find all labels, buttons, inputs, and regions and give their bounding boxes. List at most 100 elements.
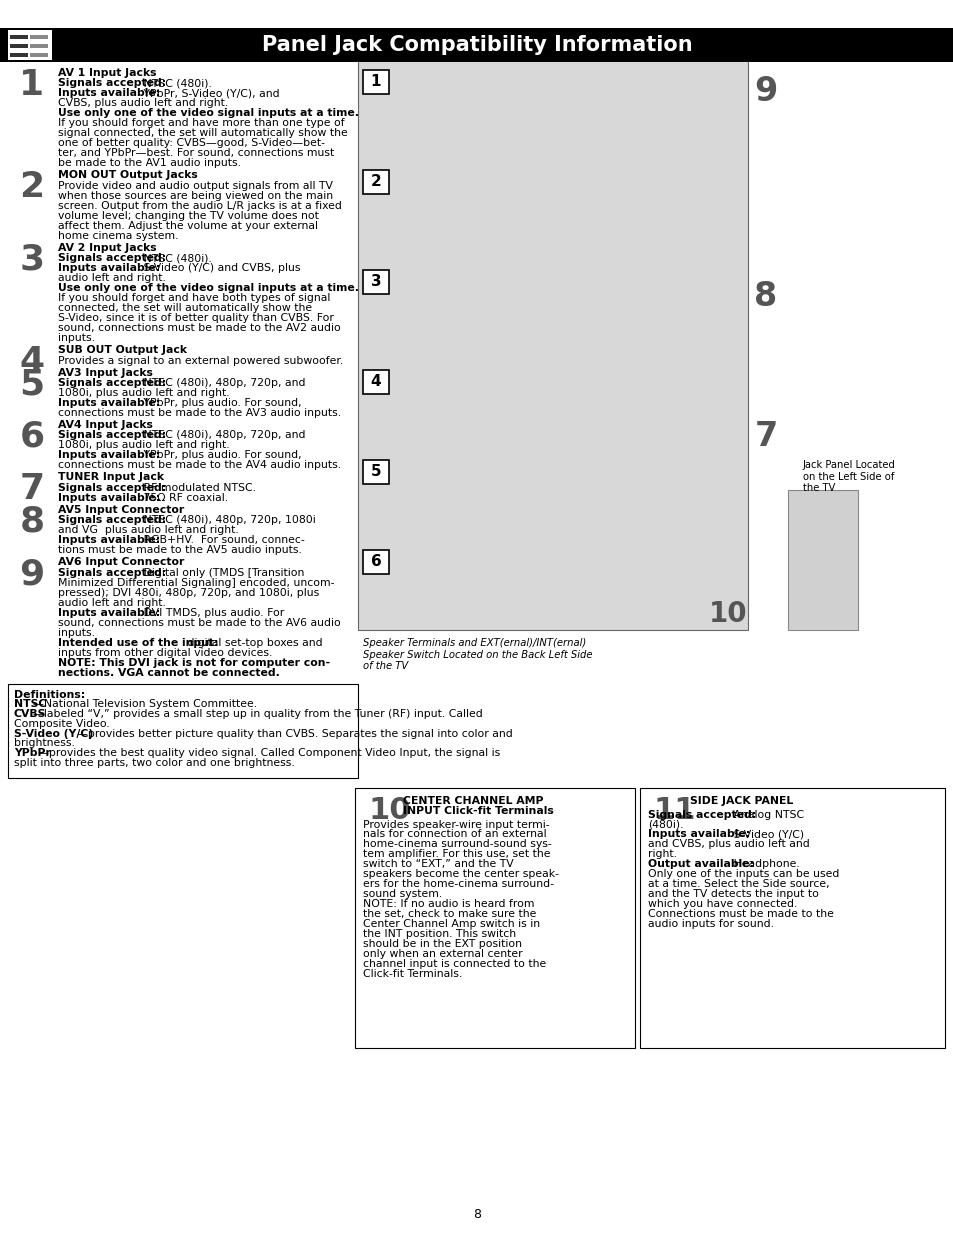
Text: Output available:: Output available: [647, 860, 753, 869]
Text: tions must be made to the AV5 audio inputs.: tions must be made to the AV5 audio inpu… [58, 546, 301, 556]
Text: Provides speaker-wire input termi-: Provides speaker-wire input termi- [363, 820, 549, 830]
Text: Provides a signal to an external powered subwoofer.: Provides a signal to an external powered… [58, 356, 343, 366]
Text: be made to the AV1 audio inputs.: be made to the AV1 audio inputs. [58, 158, 241, 168]
Text: Signals accepted:: Signals accepted: [58, 483, 166, 493]
Text: AV4 Input Jacks: AV4 Input Jacks [58, 420, 152, 430]
Text: nections. VGA cannot be connected.: nections. VGA cannot be connected. [58, 668, 279, 678]
Bar [30, 44, 48, 48]
Text: connections must be made to the AV3 audio inputs.: connections must be made to the AV3 audi… [58, 408, 341, 417]
Text: Inputs available:: Inputs available: [58, 263, 160, 273]
Text: should be in the EXT position: should be in the EXT position [363, 940, 521, 950]
Text: ers for the home-cinema surround-: ers for the home-cinema surround- [363, 879, 554, 889]
Text: 8: 8 [473, 1209, 480, 1221]
Text: YPbPr, plus audio. For sound,: YPbPr, plus audio. For sound, [140, 451, 301, 461]
Text: 8: 8 [19, 505, 45, 538]
Bar [10, 53, 28, 57]
Text: TUNER Input Jack: TUNER Input Jack [58, 472, 164, 483]
Text: switch to “EXT,” and the TV: switch to “EXT,” and the TV [363, 860, 514, 869]
Text: SIDE JACK PANEL: SIDE JACK PANEL [689, 795, 792, 805]
Text: Inputs available:: Inputs available: [58, 608, 160, 618]
Text: NOTE: This DVI jack is not for computer con-: NOTE: This DVI jack is not for computer … [58, 657, 330, 668]
Bar [8, 30, 52, 61]
Text: and CVBS, plus audio left and: and CVBS, plus audio left and [647, 840, 809, 850]
Text: —provides the best quality video signal. Called Component Video Input, the signa: —provides the best quality video signal.… [38, 748, 500, 758]
Bar [30, 53, 48, 57]
Text: Inputs available:: Inputs available: [58, 398, 160, 408]
Text: Click-fit Terminals.: Click-fit Terminals. [363, 969, 462, 979]
Bar [355, 788, 635, 1047]
Text: AV 1 Input Jacks: AV 1 Input Jacks [58, 68, 156, 78]
Text: AV6 Input Connector: AV6 Input Connector [58, 557, 184, 567]
Text: 1080i, plus audio left and right.: 1080i, plus audio left and right. [58, 441, 230, 451]
Text: NTSC: NTSC [14, 699, 47, 709]
Bar [30, 35, 48, 40]
Text: NTSC (480i).: NTSC (480i). [140, 253, 212, 263]
Text: 5: 5 [19, 368, 45, 401]
Text: Connections must be made to the: Connections must be made to the [647, 909, 833, 919]
Text: Speaker Terminals and EXT(ernal)/INT(ernal)
Speaker Switch Located on the Back L: Speaker Terminals and EXT(ernal)/INT(ern… [363, 638, 592, 671]
Text: Analog NTSC: Analog NTSC [729, 809, 803, 820]
Text: screen. Output from the audio L/R jacks is at a fixed: screen. Output from the audio L/R jacks … [58, 201, 341, 211]
Text: connected, the set will automatically show the: connected, the set will automatically sh… [58, 303, 312, 314]
Text: S-Video (Y/C): S-Video (Y/C) [14, 729, 93, 739]
Bar [363, 70, 389, 94]
Text: the INT position. This switch: the INT position. This switch [363, 929, 516, 940]
Bar [363, 459, 389, 484]
Text: 8: 8 [754, 280, 777, 312]
Text: YPbPr: YPbPr [14, 748, 51, 758]
Text: right.: right. [647, 850, 677, 860]
Text: Signals accepted:: Signals accepted: [647, 809, 756, 820]
Text: NTSC (480i), 480p, 720p, 1080i: NTSC (480i), 480p, 720p, 1080i [140, 515, 315, 525]
Text: 7: 7 [19, 472, 45, 506]
Text: 2: 2 [19, 170, 45, 204]
Text: Signals accepted:: Signals accepted: [58, 515, 166, 525]
Text: sound, connections must be made to the AV6 audio: sound, connections must be made to the A… [58, 618, 340, 627]
Text: AV3 Input Jacks: AV3 Input Jacks [58, 368, 152, 378]
Text: Panel Jack Compatibility Information: Panel Jack Compatibility Information [261, 35, 692, 56]
Text: 4: 4 [19, 345, 45, 379]
Text: DVI TMDS, plus audio. For: DVI TMDS, plus audio. For [140, 608, 284, 618]
Text: Provide video and audio output signals from all TV: Provide video and audio output signals f… [58, 180, 333, 191]
Text: Inputs available:: Inputs available: [58, 493, 160, 503]
Text: affect them. Adjust the volume at your external: affect them. Adjust the volume at your e… [58, 221, 317, 231]
Text: 9: 9 [19, 557, 45, 592]
Text: 1: 1 [19, 68, 45, 103]
Text: Inputs available:: Inputs available: [58, 89, 160, 99]
Text: digital set-top boxes and: digital set-top boxes and [184, 637, 322, 647]
Text: audio inputs for sound.: audio inputs for sound. [647, 919, 773, 930]
Text: Signals accepted:: Signals accepted: [58, 253, 166, 263]
Text: 1: 1 [371, 74, 381, 89]
Text: when those sources are being viewed on the main: when those sources are being viewed on t… [58, 190, 333, 201]
Text: Center Channel Amp switch is in: Center Channel Amp switch is in [363, 919, 539, 930]
Text: pressed); DVI 480i, 480p, 720p, and 1080i, plus: pressed); DVI 480i, 480p, 720p, and 1080… [58, 588, 319, 598]
Text: home-cinema surround-sound sys-: home-cinema surround-sound sys- [363, 840, 551, 850]
Text: inputs.: inputs. [58, 333, 95, 343]
Bar [363, 170, 389, 194]
Text: CENTER CHANNEL AMP: CENTER CHANNEL AMP [402, 795, 543, 805]
Text: S-Video (Y/C): S-Video (Y/C) [729, 830, 803, 840]
Text: INPUT Click-fit Terminals: INPUT Click-fit Terminals [402, 805, 553, 815]
Text: 5: 5 [371, 464, 381, 479]
Bar [363, 270, 389, 294]
Text: Use only one of the video signal inputs at a time.: Use only one of the video signal inputs … [58, 109, 358, 119]
Text: volume level; changing the TV volume does not: volume level; changing the TV volume doe… [58, 211, 318, 221]
Text: channel input is connected to the: channel input is connected to the [363, 960, 546, 969]
Text: RF modulated NTSC.: RF modulated NTSC. [140, 483, 256, 493]
Text: 10: 10 [369, 795, 411, 825]
Text: YPbPr, S-Video (Y/C), and: YPbPr, S-Video (Y/C), and [140, 89, 279, 99]
Text: ter, and YPbPr—best. For sound, connections must: ter, and YPbPr—best. For sound, connecti… [58, 148, 334, 158]
Text: connections must be made to the AV4 audio inputs.: connections must be made to the AV4 audi… [58, 461, 341, 471]
Text: home cinema system.: home cinema system. [58, 231, 178, 241]
Text: Signals accepted:: Signals accepted: [58, 431, 166, 441]
Text: 10: 10 [708, 600, 746, 629]
Text: RGB+HV.  For sound, connec-: RGB+HV. For sound, connec- [140, 535, 305, 546]
Text: Only one of the inputs can be used: Only one of the inputs can be used [647, 869, 839, 879]
Text: Headphone.: Headphone. [729, 860, 800, 869]
Text: Inputs available:: Inputs available: [58, 451, 160, 461]
Text: 9: 9 [754, 75, 777, 107]
Text: Use only one of the video signal inputs at a time.: Use only one of the video signal inputs … [58, 283, 358, 293]
Text: —labeled “V,” provides a small step up in quality from the Tuner (RF) input. Cal: —labeled “V,” provides a small step up i… [33, 709, 482, 719]
Text: one of better quality: CVBS—good, S-Video—bet-: one of better quality: CVBS—good, S-Vide… [58, 138, 325, 148]
Text: 7: 7 [754, 420, 777, 453]
Bar [363, 550, 389, 574]
